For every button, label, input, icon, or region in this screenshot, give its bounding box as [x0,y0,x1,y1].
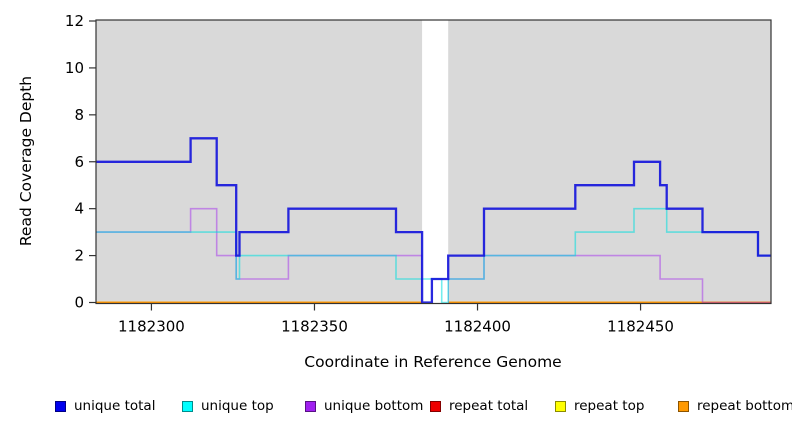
legend-label: unique bottom [324,398,424,414]
series-unique-total [96,137,771,304]
legend-label: repeat total [449,398,529,414]
x-tick-label: 1182300 [118,318,185,336]
series-unique-top [96,207,771,304]
legend-item-unique-bottom: unique bottom [305,396,423,416]
y-tick-label: 2 [74,247,84,265]
chart-legend: unique total unique top unique bottom repea… [0,396,792,422]
legend-label: unique top [201,398,274,414]
x-axis-title: Coordinate in Reference Genome [304,353,561,371]
y-tick-label: 12 [65,12,84,30]
legend-item-unique-top: unique top [182,396,274,416]
coverage-plot: 0 2 4 6 8 10 12 1182300 1182350 1182400 1182450 Co… [17,12,772,371]
legend-label: repeat top [574,398,645,414]
legend-item-repeat-bottom: repeat bottom [678,396,792,416]
y-tick-label: 4 [74,200,84,218]
x-tick-label: 1182350 [281,318,348,336]
legend-swatch-icon [55,400,66,412]
legend-label: repeat bottom [697,398,792,414]
legend-label: unique total [74,398,156,414]
legend-swatch-icon [430,400,441,412]
x-tick-label: 1182400 [444,318,511,336]
y-tick-label: 0 [74,294,84,312]
legend-item-unique-total: unique total [55,396,155,416]
y-tick-label: 6 [74,153,84,171]
y-tick-label: 10 [65,59,84,77]
legend-swatch-icon [182,400,193,412]
legend-item-repeat-top: repeat top [555,396,644,416]
legend-item-repeat-total: repeat total [430,396,528,416]
legend-swatch-icon [555,400,566,412]
legend-swatch-icon [678,400,689,412]
x-tick-label: 1182450 [607,318,674,336]
legend-swatch-icon [305,400,316,412]
alignment-gap-band [422,20,449,304]
y-axis-title: Read Coverage Depth [17,76,35,246]
y-tick-label: 8 [74,106,84,124]
